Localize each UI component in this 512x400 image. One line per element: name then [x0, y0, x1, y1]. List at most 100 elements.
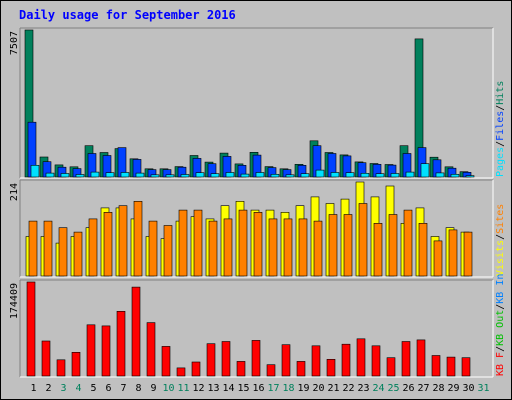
panel-legend: KB F/KB Out/KB In	[495, 274, 506, 376]
bar-pages-day-2	[45, 172, 55, 178]
bar-pages-day-20	[315, 169, 325, 178]
bar-sites-day-25	[388, 214, 398, 277]
bar-kb-f-day-27	[416, 339, 426, 377]
day-label-27: 27	[417, 383, 429, 394]
bar-kb-f-day-21	[326, 358, 336, 377]
bar-pages-day-12	[195, 172, 205, 178]
bar-sites-day-19	[298, 218, 308, 277]
bar-kb-f-day-12	[191, 361, 201, 377]
day-label-22: 22	[342, 383, 354, 394]
bar-kb-f-day-18	[281, 344, 291, 377]
day-label-2: 2	[45, 383, 51, 394]
bar-pages-day-7	[120, 172, 130, 178]
bar-kb-f-day-23	[356, 338, 366, 377]
bar-kb-f-day-6	[101, 325, 111, 377]
day-label-3: 3	[60, 383, 66, 394]
bar-sites-day-5	[88, 218, 98, 277]
bar-kb-f-day-5	[86, 324, 96, 377]
day-label-1: 1	[30, 383, 36, 394]
bar-sites-day-2	[43, 220, 53, 277]
bar-pages-day-30	[465, 175, 475, 178]
day-label-24: 24	[372, 383, 384, 394]
bar-pages-day-22	[345, 172, 355, 178]
legend-entry--: /	[495, 105, 506, 111]
bar-sites-day-30	[463, 231, 473, 277]
bar-sites-day-7	[118, 205, 128, 277]
bar-sites-day-12	[193, 209, 203, 277]
day-label-21: 21	[327, 383, 339, 394]
bar-kb-f-day-16	[251, 340, 261, 377]
bar-sites-day-26	[403, 209, 413, 277]
bar-pages-day-24	[375, 173, 385, 178]
bar-sites-day-20	[313, 220, 323, 277]
day-label-30: 30	[462, 383, 474, 394]
bar-sites-day-6	[103, 212, 113, 277]
bar-sites-day-22	[343, 214, 353, 277]
bar-sites-day-3	[58, 227, 68, 277]
bar-kb-f-day-13	[206, 343, 216, 377]
bar-pages-day-4	[75, 174, 85, 178]
bar-kb-f-day-17	[266, 364, 276, 377]
bar-pages-day-6	[105, 172, 115, 178]
bar-pages-day-5	[90, 171, 100, 178]
day-label-16: 16	[252, 383, 264, 394]
bar-sites-day-15	[238, 209, 248, 277]
bar-kb-f-day-24	[371, 345, 381, 377]
bar-kb-f-day-20	[311, 345, 321, 377]
bar-sites-day-9	[148, 220, 158, 277]
bar-sites-day-29	[448, 229, 458, 277]
legend-entry-pages: Pages	[495, 147, 506, 177]
day-label-28: 28	[432, 383, 444, 394]
legend-entry--: /	[495, 141, 506, 147]
bar-pages-day-17	[270, 174, 280, 178]
bar-kb-f-day-26	[401, 341, 411, 377]
bar-pages-day-16	[255, 172, 265, 178]
bar-sites-day-8	[133, 201, 143, 277]
bar-kb-f-day-4	[71, 351, 81, 377]
bar-pages-day-14	[225, 172, 235, 178]
day-label-29: 29	[447, 383, 459, 394]
bar-pages-day-3	[60, 173, 70, 178]
day-label-31: 31	[477, 383, 489, 394]
bar-pages-day-11	[180, 174, 190, 178]
bar-kb-f-day-3	[56, 359, 66, 377]
bar-sites-day-23	[358, 203, 368, 277]
panel-max-label: 174409	[9, 283, 20, 319]
panel-legend: Visits/Sites	[495, 204, 506, 276]
bar-sites-day-4	[73, 231, 83, 277]
legend-entry-kb-in: KB In	[495, 274, 506, 304]
legend-entry-kb-f: KB F	[495, 352, 506, 376]
day-label-20: 20	[312, 383, 324, 394]
bar-kb-f-day-28	[431, 355, 441, 377]
bar-sites-day-17	[268, 218, 278, 277]
bar-pages-day-19	[300, 173, 310, 178]
bar-sites-day-10	[163, 225, 173, 277]
bar-sites-day-14	[223, 218, 233, 277]
bar-kb-f-day-1	[26, 281, 36, 377]
panel-max-label: 214	[9, 183, 20, 201]
bar-pages-day-10	[165, 174, 175, 178]
bar-sites-day-11	[178, 209, 188, 277]
panel-max-label: 7507	[9, 31, 20, 55]
bar-pages-day-13	[210, 173, 220, 178]
legend-entry--: /	[495, 346, 506, 352]
day-label-13: 13	[207, 383, 219, 394]
bar-pages-day-25	[390, 173, 400, 178]
legend-entry-visits: Visits	[495, 240, 506, 276]
bar-kb-f-day-9	[146, 322, 156, 377]
legend-entry-kb-out: KB Out	[495, 310, 506, 346]
bar-pages-day-1	[30, 165, 40, 178]
bar-pages-day-29	[450, 174, 460, 178]
bar-pages-day-8	[135, 172, 145, 178]
bar-sites-day-13	[208, 220, 218, 277]
bar-sites-day-28	[433, 240, 443, 277]
bar-sites-day-1	[28, 220, 38, 277]
day-label-10: 10	[162, 383, 174, 394]
bar-pages-day-26	[405, 171, 415, 178]
day-label-26: 26	[402, 383, 414, 394]
bar-sites-day-27	[418, 223, 428, 277]
chart-title: Daily usage for September 2016	[19, 8, 236, 22]
bar-kb-f-day-29	[446, 356, 456, 377]
day-label-6: 6	[105, 383, 111, 394]
day-label-25: 25	[387, 383, 399, 394]
